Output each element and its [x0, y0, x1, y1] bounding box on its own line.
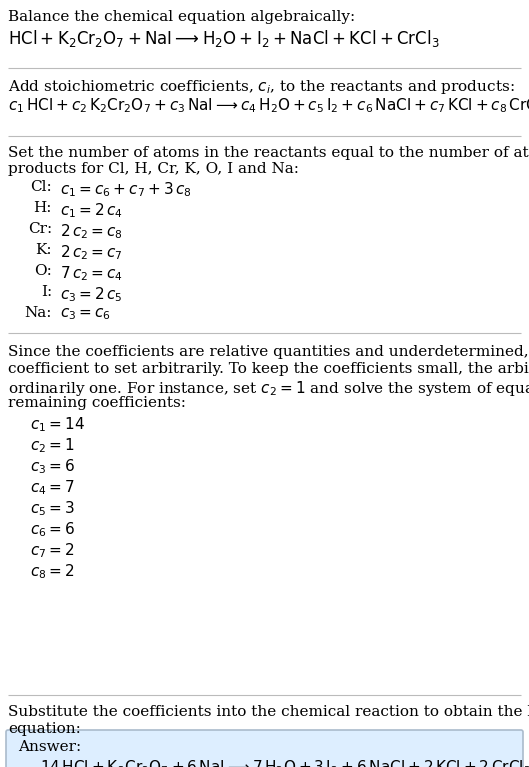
Text: $c_1\,\mathrm{HCl} + c_2\,\mathrm{K_2Cr_2O_7} + c_3\,\mathrm{NaI} \longrightarro: $c_1\,\mathrm{HCl} + c_2\,\mathrm{K_2Cr_…	[8, 96, 529, 115]
Text: O:: O:	[34, 264, 52, 278]
Text: products for Cl, H, Cr, K, O, I and Na:: products for Cl, H, Cr, K, O, I and Na:	[8, 162, 299, 176]
Text: $c_1 = 14$: $c_1 = 14$	[30, 415, 85, 433]
Text: Cr:: Cr:	[28, 222, 52, 236]
Text: $c_8 = 2$: $c_8 = 2$	[30, 562, 75, 581]
Text: $14\,\mathrm{HCl} + \mathrm{K_2Cr_2O_7} + 6\,\mathrm{NaI} \longrightarrow 7\,\ma: $14\,\mathrm{HCl} + \mathrm{K_2Cr_2O_7} …	[40, 758, 529, 767]
Text: Set the number of atoms in the reactants equal to the number of atoms in the: Set the number of atoms in the reactants…	[8, 146, 529, 160]
Text: $c_6 = 6$: $c_6 = 6$	[30, 520, 75, 538]
Text: $2\,c_2 = c_7$: $2\,c_2 = c_7$	[60, 243, 123, 262]
Text: Balance the chemical equation algebraically:: Balance the chemical equation algebraica…	[8, 10, 355, 24]
Text: Substitute the coefficients into the chemical reaction to obtain the balanced: Substitute the coefficients into the che…	[8, 705, 529, 719]
Text: $2\,c_2 = c_8$: $2\,c_2 = c_8$	[60, 222, 123, 241]
Text: Na:: Na:	[24, 306, 52, 320]
Text: $c_1 = 2\,c_4$: $c_1 = 2\,c_4$	[60, 201, 123, 219]
Text: $c_5 = 3$: $c_5 = 3$	[30, 499, 75, 518]
Text: $c_2 = 1$: $c_2 = 1$	[30, 436, 75, 455]
Text: H:: H:	[33, 201, 52, 215]
Text: $7\,c_2 = c_4$: $7\,c_2 = c_4$	[60, 264, 123, 283]
Text: ordinarily one. For instance, set $c_2 = 1$ and solve the system of equations fo: ordinarily one. For instance, set $c_2 =…	[8, 379, 529, 398]
Text: remaining coefficients:: remaining coefficients:	[8, 396, 186, 410]
Text: Add stoichiometric coefficients, $c_i$, to the reactants and products:: Add stoichiometric coefficients, $c_i$, …	[8, 78, 515, 96]
Text: $c_3 = 2\,c_5$: $c_3 = 2\,c_5$	[60, 285, 123, 304]
Text: $c_7 = 2$: $c_7 = 2$	[30, 541, 75, 560]
Text: Since the coefficients are relative quantities and underdetermined, choose a: Since the coefficients are relative quan…	[8, 345, 529, 359]
Text: Cl:: Cl:	[30, 180, 52, 194]
FancyBboxPatch shape	[6, 730, 523, 767]
Text: $\mathrm{HCl + K_2Cr_2O_7 + NaI} \longrightarrow \mathrm{H_2O + I_2 + NaCl + KCl: $\mathrm{HCl + K_2Cr_2O_7 + NaI} \longri…	[8, 28, 440, 49]
Text: Answer:: Answer:	[18, 740, 81, 754]
Text: $c_3 = c_6$: $c_3 = c_6$	[60, 306, 111, 321]
Text: $c_4 = 7$: $c_4 = 7$	[30, 478, 75, 497]
Text: I:: I:	[41, 285, 52, 299]
Text: coefficient to set arbitrarily. To keep the coefficients small, the arbitrary va: coefficient to set arbitrarily. To keep …	[8, 362, 529, 376]
Text: equation:: equation:	[8, 722, 81, 736]
Text: K:: K:	[35, 243, 52, 257]
Text: $c_1 = c_6 + c_7 + 3\,c_8$: $c_1 = c_6 + c_7 + 3\,c_8$	[60, 180, 191, 199]
Text: $c_3 = 6$: $c_3 = 6$	[30, 457, 75, 476]
